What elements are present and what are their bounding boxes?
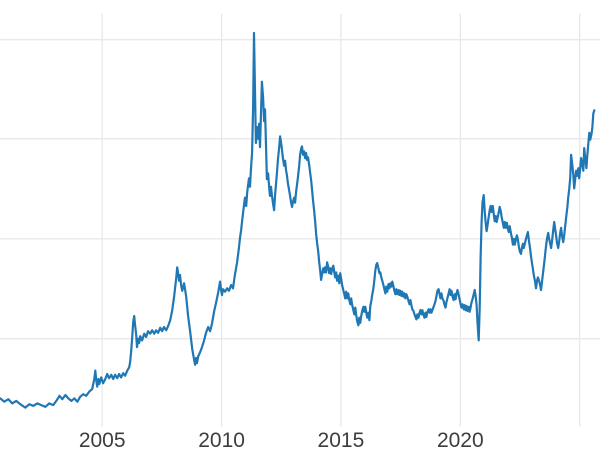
price-line [0,31,596,409]
horizontal-gridlines [0,39,600,340]
x-tick-label: 2005 [79,429,126,450]
x-tick-label: 2015 [318,429,365,450]
x-axis-tick-labels: 2005 2010 2015 2020 [79,429,484,450]
vertical-gridlines [101,14,581,427]
x-tick-label: 2020 [437,429,484,450]
x-tick-label: 2010 [198,429,245,450]
